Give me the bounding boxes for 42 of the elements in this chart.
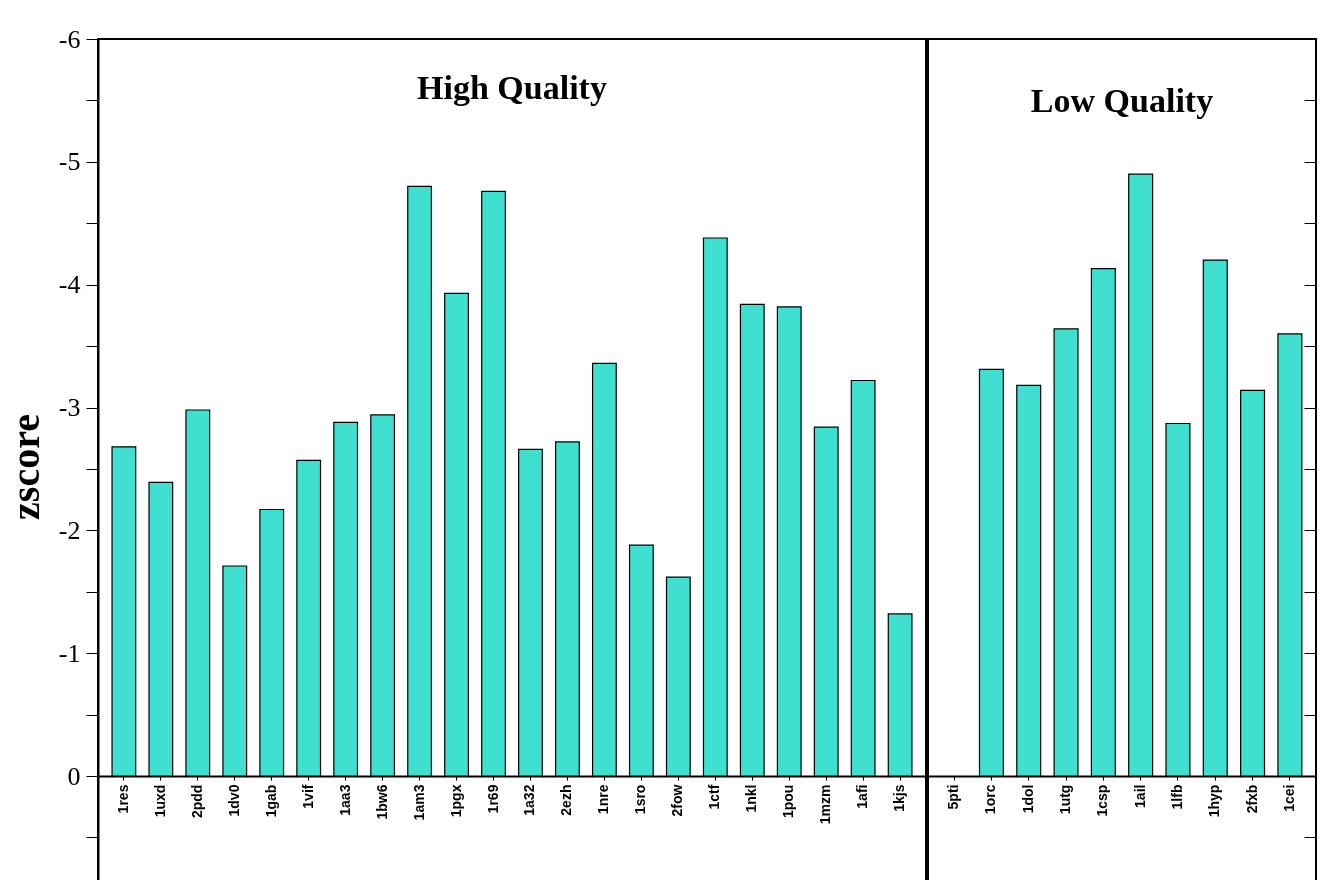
y-tick-label: 0	[67, 761, 81, 791]
y-tick-label: -4	[58, 270, 81, 300]
x-tick-label: 1kjs	[891, 784, 908, 812]
y-tick-label: -1	[58, 638, 81, 668]
x-tick-label: 1pou	[780, 784, 797, 819]
x-tick-label: 1pgx	[447, 784, 464, 818]
text: High Quality	[417, 69, 607, 106]
x-tick-label: 1r69	[484, 784, 501, 814]
x-tick-label: 1bw6	[373, 784, 390, 820]
x-tick-label: 1csp	[1094, 784, 1111, 817]
x-tick-label: 2pdd	[188, 784, 205, 819]
x-tick-label: 1nre	[595, 784, 612, 815]
x-tick-label: 1dv0	[225, 784, 242, 817]
x-tick-label: 1lfb	[1168, 784, 1185, 810]
x-tick-label: 1utg	[1057, 784, 1074, 815]
y-tick-label: -2	[58, 515, 81, 545]
y-tick-label: -6	[58, 24, 81, 54]
x-tick-label: 1ail	[1131, 784, 1148, 808]
x-tick-label: 1am3	[410, 784, 427, 821]
x-tick-label: 5pti	[945, 784, 962, 810]
y-tick-label: -5	[58, 147, 81, 177]
x-tick-label: 1nkl	[743, 784, 760, 813]
y-tick-label: -3	[58, 393, 81, 423]
x-tick-label: 1orc	[982, 784, 999, 815]
text: Low Quality	[1030, 81, 1214, 119]
x-tick-label: 1hyp	[1206, 784, 1223, 818]
x-tick-label: 1uxd	[151, 784, 168, 818]
x-tick-label: 2ezh	[558, 784, 575, 816]
x-tick-label: 1aa3	[336, 784, 353, 816]
x-tick-label: 1mzm	[817, 784, 834, 825]
x-tick-label: 2fxb	[1243, 784, 1260, 814]
y-axis-title: zscore	[2, 414, 48, 520]
x-tick-label: 1dol	[1019, 784, 1036, 814]
x-tick-label: 1vif	[299, 784, 316, 809]
x-tick-label: 2fow	[669, 784, 686, 817]
x-tick-label: 1a32	[521, 784, 538, 816]
x-tick-label: 1gab	[262, 784, 279, 818]
x-tick-label: 1ctf	[706, 784, 723, 810]
x-tick-label: 1cei	[1280, 784, 1297, 812]
x-tick-label: 1res	[114, 784, 131, 814]
x-tick-label: 1sro	[632, 784, 649, 815]
x-tick-label: 1afi	[854, 784, 871, 809]
